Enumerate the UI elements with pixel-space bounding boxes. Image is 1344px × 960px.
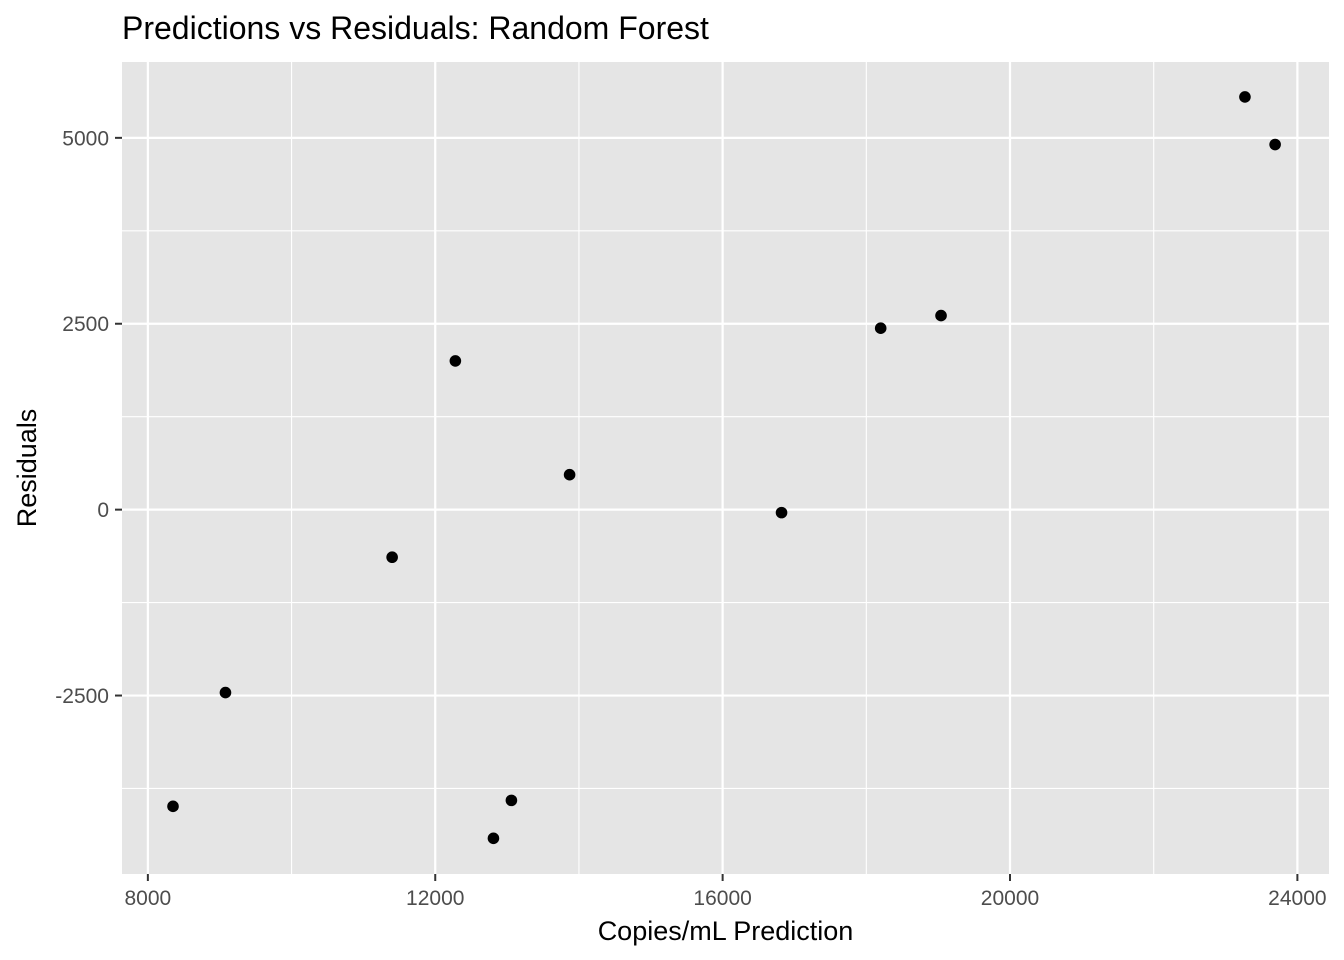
y-axis-title: Residuals	[12, 409, 42, 528]
data-point	[487, 832, 500, 845]
plot-panel	[122, 62, 1329, 874]
y-tick-label: 2500	[62, 313, 109, 336]
minor-gridlines	[122, 62, 1329, 874]
x-tick-label: 20000	[981, 887, 1039, 910]
data-points	[167, 91, 1281, 845]
data-point	[219, 686, 232, 699]
data-point	[563, 468, 576, 481]
data-point	[167, 800, 179, 813]
y-axis: -2500 0 2500 5000	[55, 127, 122, 708]
data-point	[1239, 91, 1251, 103]
x-axis: 8000 12000 16000 20000 24000	[125, 874, 1327, 910]
data-point	[449, 355, 462, 367]
data-point	[775, 506, 788, 519]
y-tick-label: 0	[97, 499, 109, 522]
chart-title: Predictions vs Residuals: Random Forest	[122, 10, 709, 46]
x-tick-label: 12000	[406, 887, 464, 910]
data-point	[386, 551, 398, 564]
data-point	[505, 794, 518, 807]
data-point	[1269, 138, 1281, 151]
x-axis-title: Copies/mL Prediction	[598, 916, 854, 946]
major-gridlines	[122, 62, 1329, 874]
data-point	[935, 309, 947, 322]
x-tick-label: 8000	[125, 887, 172, 910]
y-tick-label: -2500	[55, 685, 109, 708]
x-tick-label: 16000	[693, 887, 751, 910]
y-tick-label: 5000	[62, 127, 109, 150]
data-point	[874, 322, 887, 335]
x-tick-label: 24000	[1268, 887, 1326, 910]
